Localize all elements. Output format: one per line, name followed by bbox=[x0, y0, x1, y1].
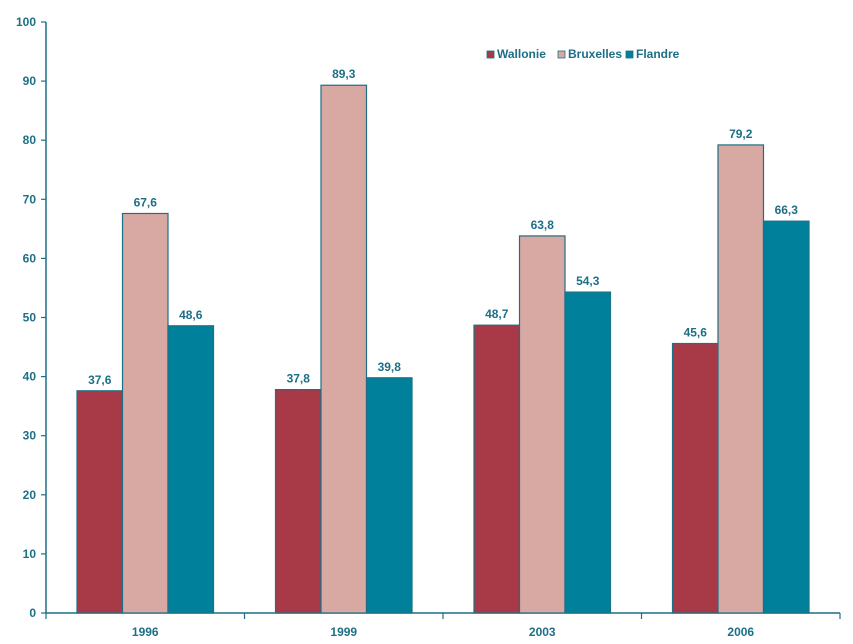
bar-flandre-2006 bbox=[762, 220, 810, 614]
x-category-label: 1999 bbox=[330, 625, 357, 639]
y-tick-label: 100 bbox=[16, 15, 36, 29]
y-tick-label: 30 bbox=[23, 429, 37, 443]
data-label: 45,6 bbox=[684, 326, 708, 340]
y-tick-label: 40 bbox=[23, 370, 37, 384]
bar-wallonie-2003 bbox=[473, 324, 521, 614]
legend-swatch-bruxelles bbox=[557, 50, 566, 59]
y-axis: 0 10 20 30 40 50 60 70 80 90 100 bbox=[16, 15, 47, 620]
data-label: 37,6 bbox=[88, 373, 112, 387]
data-label: 63,8 bbox=[531, 218, 555, 232]
bar-flandre-2003 bbox=[564, 291, 612, 614]
data-label: 67,6 bbox=[134, 195, 158, 209]
bar-wallonie-1999 bbox=[274, 389, 322, 614]
bar-wallonie-1996 bbox=[76, 390, 124, 614]
y-tick-label: 90 bbox=[23, 74, 37, 88]
legend-label-flandre: Flandre bbox=[636, 47, 680, 61]
legend: Wallonie Bruxelles Flandre bbox=[486, 47, 680, 61]
data-label: 79,2 bbox=[729, 127, 753, 141]
bar-bruxelles-1996 bbox=[121, 212, 169, 614]
data-label: 54,3 bbox=[576, 274, 600, 288]
legend-label-bruxelles: Bruxelles bbox=[568, 47, 622, 61]
y-tick-label: 20 bbox=[23, 488, 37, 502]
data-label: 48,7 bbox=[485, 307, 509, 321]
x-category-label: 1996 bbox=[132, 625, 159, 639]
legend-swatch-wallonie bbox=[486, 50, 495, 59]
legend-label-wallonie: Wallonie bbox=[497, 47, 546, 61]
x-category-label: 2006 bbox=[727, 625, 754, 639]
bars bbox=[76, 84, 810, 614]
bar-bruxelles-2006 bbox=[717, 144, 765, 614]
y-tick-label: 50 bbox=[23, 311, 37, 325]
data-label: 48,6 bbox=[179, 308, 203, 322]
y-tick-label: 10 bbox=[23, 547, 37, 561]
bar-flandre-1999 bbox=[365, 377, 413, 614]
bar-bruxelles-2003 bbox=[518, 235, 566, 614]
data-label: 37,8 bbox=[287, 372, 311, 386]
bar-bruxelles-1999 bbox=[320, 84, 368, 614]
x-axis: 1996 1999 2003 2006 bbox=[45, 612, 841, 639]
bar-wallonie-2006 bbox=[671, 342, 719, 614]
data-label: 39,8 bbox=[378, 360, 402, 374]
y-tick-label: 60 bbox=[23, 251, 37, 265]
data-labels: 37,6 67,6 48,6 37,8 89,3 39,8 48,7 63,8 54,3 45,6… bbox=[88, 67, 798, 387]
legend-swatch-flandre bbox=[625, 50, 634, 59]
y-tick-label: 70 bbox=[23, 192, 37, 206]
x-category-label: 2003 bbox=[529, 625, 556, 639]
y-tick-label: 80 bbox=[23, 133, 37, 147]
data-label: 66,3 bbox=[775, 203, 799, 217]
bar-flandre-1996 bbox=[167, 325, 215, 614]
y-tick-label: 0 bbox=[29, 606, 36, 620]
data-label: 89,3 bbox=[332, 67, 356, 81]
